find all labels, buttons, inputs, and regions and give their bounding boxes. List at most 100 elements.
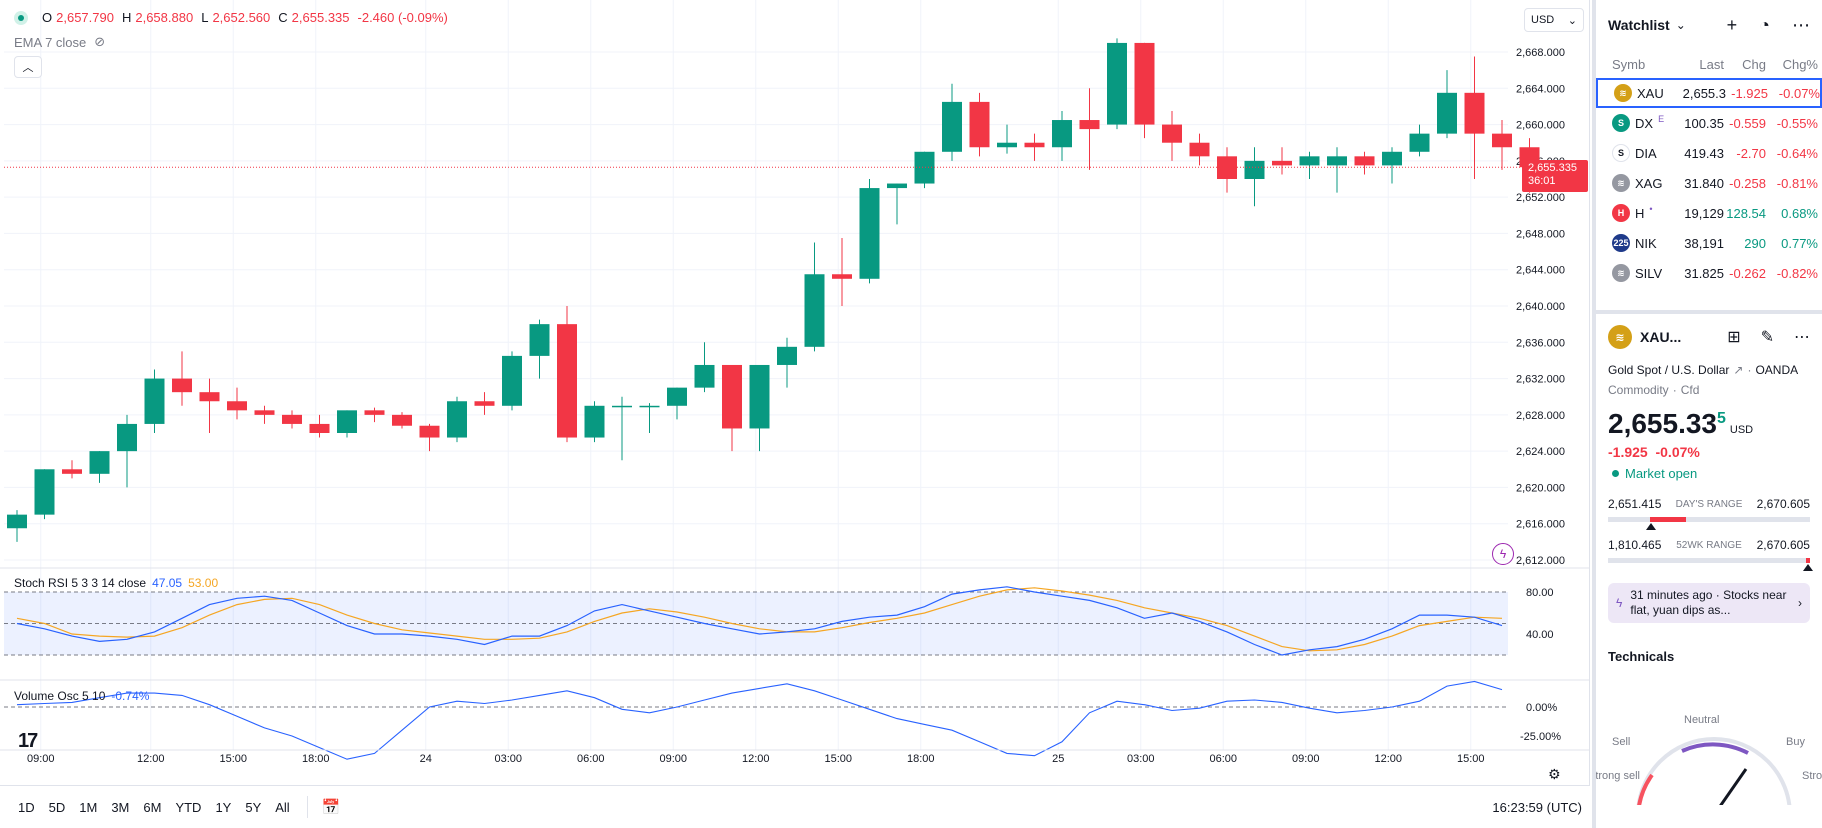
chart-pie-icon[interactable]: ◔	[1759, 14, 1770, 35]
currency-select[interactable]: USD ⌄	[1524, 8, 1584, 32]
candle-body	[557, 324, 577, 438]
collapse-legend-button[interactable]: ︿	[14, 56, 42, 78]
range-button-ytd[interactable]: YTD	[175, 799, 202, 815]
watchlist-row[interactable]: ≋ XAU 2,655.3 -1.925 -0.07%	[1596, 78, 1822, 108]
grid-icon[interactable]: ⊞	[1727, 329, 1741, 346]
price-tick-label: 2,664.000	[1516, 83, 1565, 95]
market-status-text: Market open	[1625, 466, 1698, 481]
candle-body	[612, 405, 632, 408]
stoch-label: Stoch RSI 5 3 3 14 close	[14, 576, 147, 590]
price-currency: USD	[1729, 424, 1754, 436]
price-tick-label: 2,652.000	[1516, 192, 1565, 204]
candle-body	[309, 423, 330, 433]
col-chgp[interactable]: Chg%	[1782, 56, 1818, 72]
tradingview-logo-icon[interactable]: 17	[18, 730, 38, 752]
technicals-gauge[interactable]: Sell Neutral Buy Strong sell Strong buy	[1596, 705, 1822, 805]
stoch-d-line	[16, 587, 1503, 652]
range-button-5d[interactable]: 5D	[48, 799, 66, 815]
watchlist-columns: Symb Last Chg Chg%	[1596, 50, 1822, 78]
col-chg[interactable]: Chg	[1742, 56, 1766, 72]
candle-body	[722, 364, 742, 429]
category: Commodity	[1608, 383, 1669, 397]
watchlist-row[interactable]: ≋ SILV 31.825 -0.262 -0.82%	[1596, 258, 1822, 288]
gear-icon[interactable]: ⚙	[1548, 766, 1561, 782]
candle-body	[969, 101, 990, 148]
watchlist-row[interactable]: 225 NIK 38,191 290 0.77%	[1596, 228, 1822, 258]
chart-area[interactable]: 2,668.0002,664.0002,660.0002,656.0002,65…	[0, 0, 1590, 785]
range-button-1m[interactable]: 1M	[79, 799, 98, 815]
candle-body	[474, 401, 495, 406]
vosc-line	[16, 680, 1503, 760]
wk-range-bar	[1608, 558, 1813, 571]
watchlist-actions: + ◔ ⋯	[1727, 15, 1810, 36]
symbol-logo-icon: S	[1612, 144, 1630, 162]
last-price-label: 2,655.335 36:01	[1522, 160, 1588, 192]
row-last: 38,191	[1684, 235, 1724, 251]
watchlist-title-text: Watchlist	[1608, 17, 1670, 33]
vosc-legend[interactable]: Volume Osc 5 10 -0.74%	[14, 689, 149, 703]
range-button-3m[interactable]: 3M	[111, 799, 130, 815]
time-tick-label: 03:00	[1127, 753, 1155, 765]
candle-body	[1492, 133, 1512, 148]
price-chart[interactable]: 2,668.0002,664.0002,660.0002,656.0002,65…	[0, 0, 1590, 785]
row-chgp: 0.68%	[1781, 205, 1818, 221]
gauge-buy: Buy	[1786, 736, 1805, 748]
external-link-icon[interactable]: ↗	[1733, 363, 1744, 377]
row-symbol: 225 NIK	[1612, 234, 1672, 252]
more-icon[interactable]: ⋯	[1792, 14, 1810, 35]
watchlist-row[interactable]: ≋ XAG 31.840 -0.258 -0.81%	[1596, 168, 1822, 198]
ema-label: EMA 7 close	[14, 34, 87, 50]
last-price-value: 2,655.335	[1528, 162, 1577, 174]
time-tick-label: 15:00	[1457, 753, 1485, 765]
broker-name[interactable]: OANDA	[1755, 363, 1799, 377]
range-button-6m[interactable]: 6M	[143, 799, 162, 815]
market-status[interactable]: Market open	[1596, 466, 1822, 481]
technicals-title[interactable]: Technicals	[1608, 649, 1675, 664]
candle-body	[1437, 92, 1457, 134]
price-tick-label: 2,612.000	[1516, 555, 1565, 567]
plus-icon[interactable]: +	[1726, 14, 1738, 35]
range-button-5y[interactable]: 5Y	[245, 799, 262, 815]
calendar-icon[interactable]: 📅	[321, 799, 341, 816]
detail-symbol[interactable]: XAU...	[1640, 329, 1682, 345]
news-text: 31 minutes ago · Stocks near flat, yuan …	[1630, 588, 1787, 617]
chevron-right-icon: ›	[1798, 596, 1802, 610]
candle-body	[1464, 92, 1485, 134]
ema-legend[interactable]: EMA 7 close ⊘	[14, 34, 105, 50]
edit-icon[interactable]: ✎	[1760, 329, 1774, 346]
range-button-all[interactable]: All	[275, 799, 290, 815]
range-button-1y[interactable]: 1Y	[215, 799, 232, 815]
watchlist-title[interactable]: Watchlist ⌄	[1608, 17, 1686, 33]
time-tick-label: 18:00	[907, 753, 935, 765]
news-item[interactable]: ϟ 31 minutes ago · Stocks near flat, yua…	[1608, 583, 1810, 623]
open-value: 2,657.790	[56, 10, 114, 25]
eye-off-icon[interactable]: ⊘	[94, 34, 106, 49]
lightning-icon[interactable]: ϟ	[1492, 543, 1514, 565]
col-symb[interactable]: Symb	[1612, 56, 1646, 72]
high-value: 2,658.880	[135, 10, 194, 25]
price-main: 2,655.33	[1608, 408, 1717, 439]
row-last: 419.43	[1684, 145, 1724, 161]
chevron-down-icon: ⌄	[1567, 14, 1577, 27]
stoch-legend[interactable]: Stoch RSI 5 3 3 14 close 47.05 53.00	[14, 576, 218, 590]
symbol-name: Gold Spot / U.S. Dollar	[1608, 363, 1730, 377]
watchlist-row[interactable]: H H • 19,129 128.54 0.68%	[1596, 198, 1822, 228]
watchlist-row[interactable]: S DIA 419.43 -2.70 -0.64%	[1596, 138, 1822, 168]
utc-clock[interactable]: 16:23:59 (UTC)	[1492, 799, 1582, 815]
time-tick-label: 18:00	[302, 753, 330, 765]
candle-body	[832, 274, 852, 279]
symbol-text: XAU	[1637, 85, 1664, 101]
symbol-logo-icon: H	[1612, 204, 1630, 222]
watchlist-header: Watchlist ⌄ + ◔ ⋯	[1596, 0, 1822, 50]
range-button-1d[interactable]: 1D	[18, 799, 35, 815]
panel-divider	[1596, 310, 1822, 314]
symbol-badge: •	[1649, 204, 1653, 214]
time-tick-label: 12:00	[742, 753, 770, 765]
col-last[interactable]: Last	[1699, 56, 1724, 72]
time-tick-label: 25	[1052, 753, 1064, 765]
row-symbol: ≋ SILV	[1612, 264, 1672, 282]
more-icon[interactable]: ⋯	[1794, 329, 1810, 346]
watchlist-row[interactable]: S DX E 100.35 -0.559 -0.55%	[1596, 108, 1822, 138]
row-chg: 128.54	[1726, 205, 1766, 221]
gauge-strong-buy: Strong buy	[1802, 770, 1822, 782]
